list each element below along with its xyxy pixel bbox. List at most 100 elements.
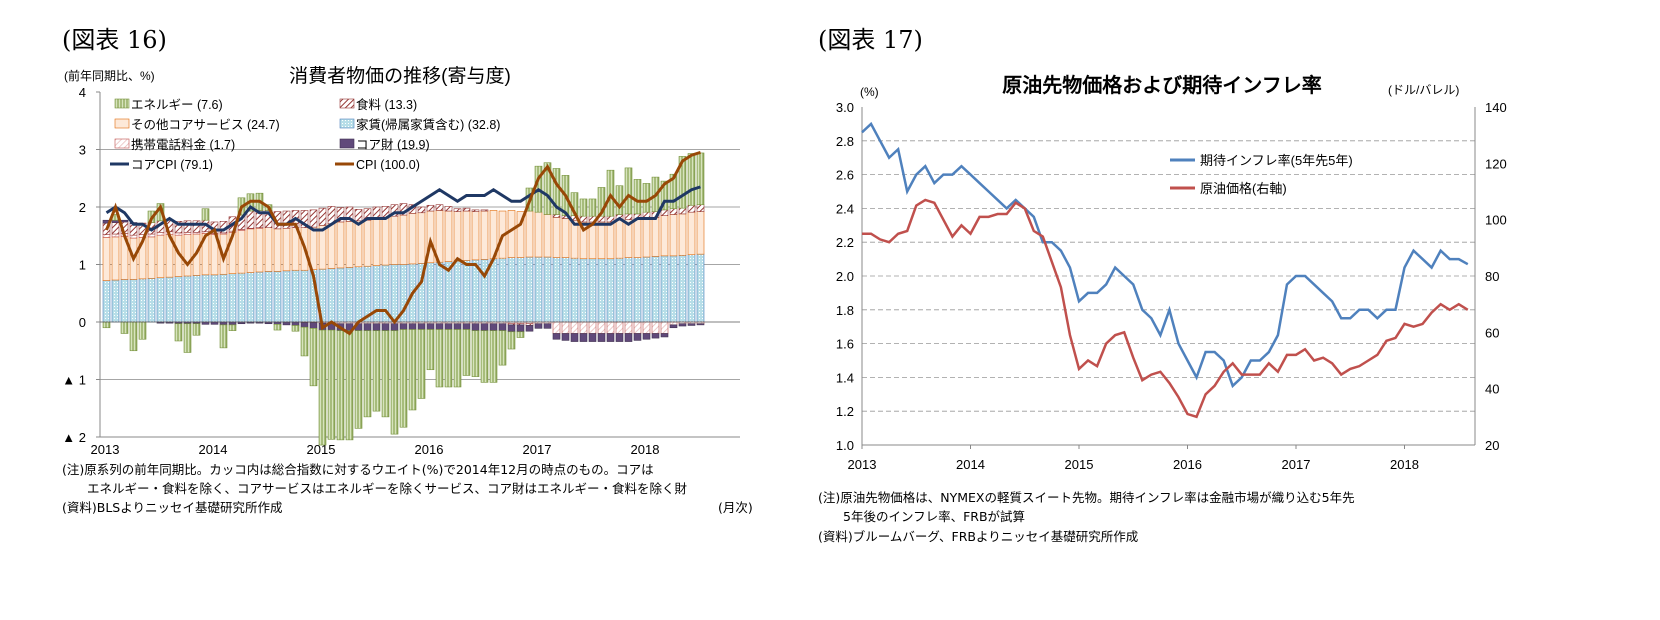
bar-rent [156,277,165,323]
legend-swatch [339,98,355,109]
bar-energy [354,330,363,429]
bar-rent [201,274,210,323]
bar-other-core-services [507,210,516,258]
bar-rent [354,266,363,323]
bar-other-core-services [552,217,561,258]
y2-axis-label: (ドル/バレル) [1388,83,1459,97]
bar-core-goods [633,333,642,341]
bar-mobile [111,233,120,238]
bar-rent [336,267,345,323]
bar-energy [426,329,435,371]
bar-energy [300,326,309,357]
bar-rent [552,257,561,323]
bar-mobile [660,321,669,334]
legend-swatch [114,98,130,109]
bar-other-core-services [183,234,192,277]
bar-rent [228,273,237,323]
bar-core-goods [417,323,426,330]
bar-other-core-services [660,215,669,257]
bar-energy [660,180,669,211]
bar-other-core-services [480,210,489,260]
bar-rent [345,267,354,323]
bar-rent [273,271,282,323]
left-source: (資料)BLSよりニッセイ基礎研究所作成 [62,500,283,515]
bar-other-core-services [327,223,336,269]
bar-rent [192,275,201,323]
bar-core-goods [120,219,129,223]
bar-core-goods [561,333,570,341]
bar-core-goods [390,323,399,331]
bar-food [624,213,633,220]
bar-rent [561,257,570,323]
right-note-2: 5年後のインフレ率、FRBが試算 [818,509,1026,524]
legend-swatch [114,118,130,129]
bar-rent [120,279,129,323]
bar-rent [516,257,525,323]
bar-core-goods [219,321,228,326]
bar-other-core-services [633,219,642,258]
bar-energy [183,323,192,353]
bar-food [336,207,345,223]
expected-inflation-line [861,121,1469,389]
bar-food [480,209,489,212]
bar-mobile [174,232,183,236]
bar-energy [336,330,345,441]
bar-energy [120,321,129,334]
cpi-line [105,150,701,336]
bar-food [282,210,291,229]
bar-food [426,204,435,212]
bar-food [669,208,678,215]
bar-core-goods [552,333,561,340]
bar-other-core-services [147,236,156,279]
bar-energy [615,185,624,215]
bar-rent [255,271,264,323]
bar-rent [246,272,255,323]
bar-energy [678,156,687,209]
bar-energy [642,183,651,213]
bar-rent [390,264,399,323]
bar-other-core-services [354,220,363,268]
legend-label: エネルギー (7.6) [131,98,223,112]
bar-rent [300,269,309,323]
bar-food [354,209,363,222]
x-tick-label: 2013 [848,457,877,472]
oil-price-line [862,198,1469,419]
bar-rent [453,260,462,323]
bar-rent [210,274,219,323]
bar-rent [606,258,615,323]
bar-mobile [633,321,642,334]
bar-food [192,220,201,233]
bar-energy [345,330,354,441]
y-tick-label: 3.0 [836,100,854,115]
y-axis-label: (%) [860,85,879,99]
bar-other-core-services [444,210,453,262]
x-tick-label: 2016 [415,442,444,457]
bar-mobile [651,321,660,334]
bar-rent [615,257,624,323]
bar-rent [696,253,705,323]
bar-food [372,206,381,219]
bar-energy [453,329,462,388]
y-axis-label: (前年同期比、%) [64,68,155,83]
bar-energy [669,173,678,210]
bar-food [453,208,462,212]
bar-food [183,220,192,233]
bar-energy [390,330,399,435]
bar-core-goods [228,321,237,326]
bar-energy [399,329,408,428]
y-tick-label: 2 [79,200,86,215]
y2-tick-label: 40 [1485,382,1499,397]
bar-food [660,209,669,216]
bar-other-core-services [345,221,354,268]
x-tick-label: 2018 [631,442,660,457]
bar-core-goods [498,323,507,331]
bar-other-core-services [696,211,705,255]
bar-rent [219,273,228,323]
bar-core-goods [111,219,120,223]
bar-rent [534,256,543,323]
bar-energy [192,323,201,336]
bar-energy [228,324,237,331]
figure-17-label: (図表 17) [818,26,923,54]
bar-energy [417,329,426,399]
bar-core-goods [291,321,300,326]
